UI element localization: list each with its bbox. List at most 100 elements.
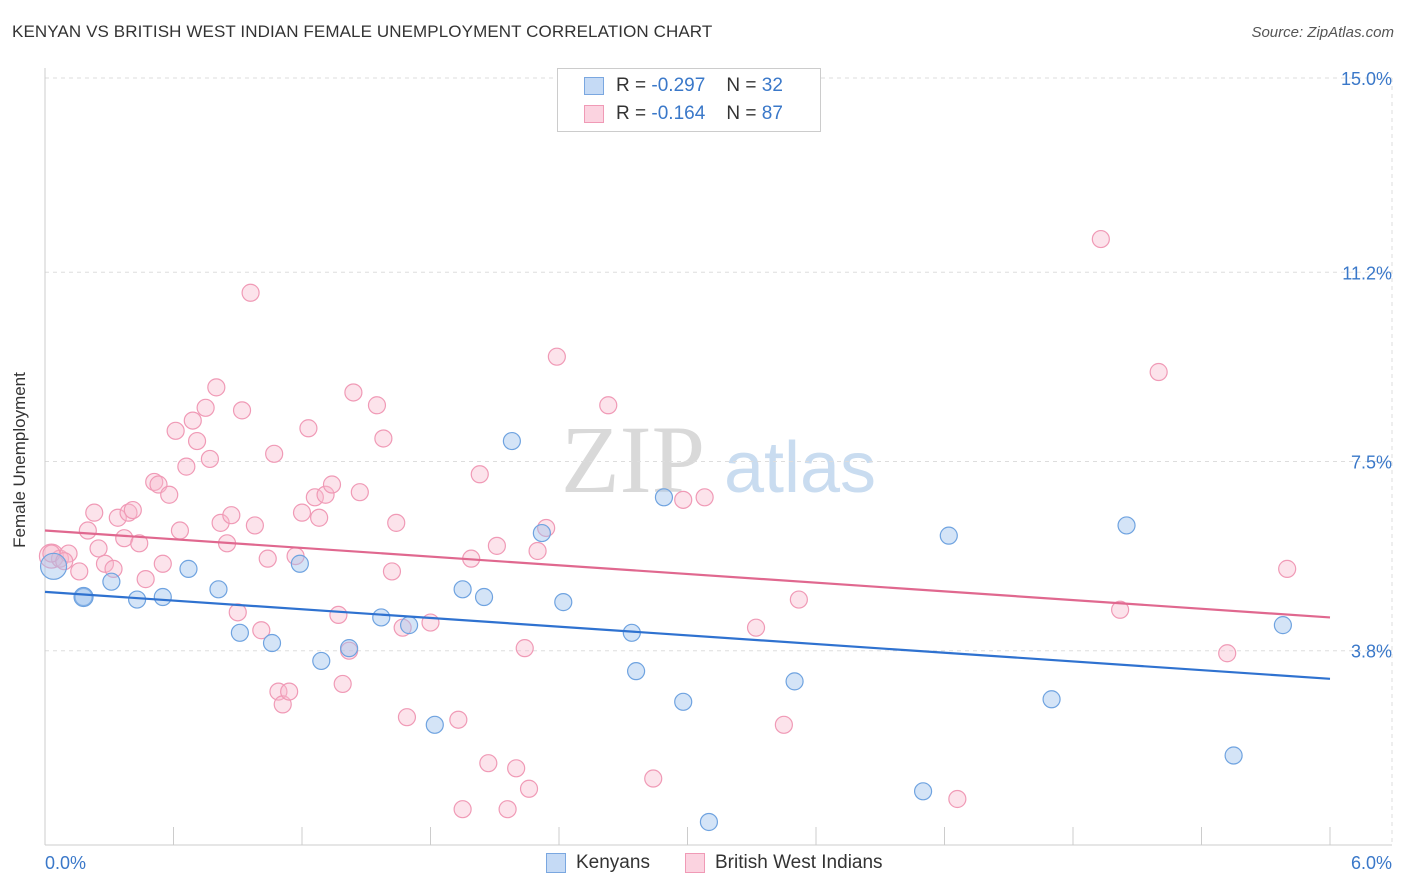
kenyans-point <box>1117 516 1136 535</box>
series-kenyans <box>39 431 1292 832</box>
bwi-point <box>453 800 472 819</box>
chart-source: Source: ZipAtlas.com <box>1251 24 1394 41</box>
bwi-point <box>222 506 241 525</box>
bwi-point <box>316 485 335 504</box>
y-tick-label: 15.0% <box>1341 69 1392 89</box>
kenyans-legend-swatch <box>546 853 566 873</box>
kenyans-point <box>372 608 391 627</box>
kenyans-point <box>502 431 521 451</box>
bwi-point <box>374 429 393 448</box>
bwi-point <box>136 570 155 589</box>
bwi-point <box>123 500 142 520</box>
bwi-point <box>196 398 215 417</box>
bwi-trend-line <box>44 529 1331 619</box>
bwi-point <box>160 485 179 504</box>
kenyans-point <box>939 526 958 545</box>
kenyans-point <box>554 593 573 612</box>
bwi-point <box>183 411 202 430</box>
kenyans-point <box>453 580 472 599</box>
trend-lines <box>44 529 1331 680</box>
bwi-point <box>487 536 506 555</box>
kenyans-point <box>73 586 94 608</box>
gridlines <box>45 77 1393 845</box>
bwi-point <box>329 605 348 625</box>
legend-label-kenyans: Kenyans <box>576 852 650 873</box>
kenyans-point <box>913 782 933 801</box>
legend-n-value: 32 <box>761 75 783 96</box>
bwi-point <box>387 513 406 532</box>
bwi-point <box>280 682 299 701</box>
bwi-point <box>498 800 517 819</box>
kenyans-point <box>290 554 309 573</box>
y-tick-label: 3.8% <box>1351 642 1392 662</box>
bwi-point <box>310 508 329 527</box>
bwi-point <box>528 541 547 561</box>
bwi-point <box>78 521 97 540</box>
bwi-point <box>85 503 104 522</box>
watermark-atlas: atlas <box>724 428 876 508</box>
bwi-point <box>305 488 324 507</box>
correlation-legend: R = -0.297 N = 32 R = -0.164 N = 87 <box>557 68 821 132</box>
bwi-point <box>948 789 967 809</box>
bwi-point <box>187 431 207 451</box>
bwi-point <box>397 708 417 727</box>
watermark: ZIP atlas <box>561 406 876 513</box>
bwi-point <box>515 639 534 658</box>
bwi-point <box>644 769 663 788</box>
kenyans-point <box>626 662 646 681</box>
bwi-point <box>170 521 190 540</box>
bwi-point <box>547 347 566 366</box>
kenyans-point <box>153 587 172 607</box>
bwi-point <box>265 444 284 463</box>
bwi-point <box>292 503 312 522</box>
legend-item-bwi: British West Indians <box>685 852 883 874</box>
y-tick-label: 7.5% <box>1351 453 1392 473</box>
bwi-point <box>449 710 468 729</box>
bwi-point <box>695 488 714 507</box>
legend-r-value: -0.164 <box>651 103 706 124</box>
kenyans-point <box>399 616 419 635</box>
kenyans-point <box>74 587 93 607</box>
bwi-point <box>1149 362 1168 382</box>
bwi-point <box>1278 559 1297 578</box>
kenyans-point <box>1273 616 1292 635</box>
kenyans-point <box>262 633 282 653</box>
legend-label-bwi: British West Indians <box>715 852 883 873</box>
kenyans-point <box>674 692 693 711</box>
chart-title: KENYAN VS BRITISH WEST INDIAN FEMALE UNE… <box>12 22 713 41</box>
kenyans-point <box>312 651 331 671</box>
bwi-point <box>519 779 539 798</box>
bwi-point <box>350 483 369 502</box>
bwi-point <box>200 449 220 469</box>
kenyans-swatch <box>584 77 604 95</box>
series-legend: Kenyans British West Indians <box>0 852 1406 878</box>
bwi-point <box>252 621 271 640</box>
bwi-point <box>507 759 526 778</box>
bwi-point <box>479 754 498 773</box>
kenyans-point <box>340 639 359 658</box>
kenyans-point <box>39 552 68 580</box>
bwi-point <box>70 562 89 581</box>
bwi-point <box>1111 600 1130 619</box>
legend-item-kenyans: Kenyans <box>546 852 650 874</box>
bwi-point <box>89 539 108 558</box>
bwi-legend-swatch <box>685 853 705 873</box>
bwi-point <box>599 396 618 415</box>
bwi-point <box>774 715 793 734</box>
x-tick-label: 0.0% <box>45 853 86 873</box>
series-british-west-indians <box>38 229 1297 819</box>
bwi-point <box>333 674 352 694</box>
kenyans-point <box>179 559 198 578</box>
bwi-point <box>245 516 264 535</box>
legend-row-kenyans: R = -0.297 N = 32 <box>584 73 783 99</box>
watermark-zip: ZIP <box>561 406 705 513</box>
kenyans-point <box>230 623 249 642</box>
bwi-point <box>1091 229 1110 249</box>
bwi-point <box>674 490 693 509</box>
legend-n-label: N = <box>726 75 757 96</box>
legend-n-label: N = <box>726 103 757 124</box>
tick-labels: 3.8% 7.5% 11.2% 15.0% 0.0% 6.0% <box>45 69 1392 873</box>
bwi-point <box>55 552 74 571</box>
bwi-point <box>153 554 172 573</box>
bwi-point <box>322 475 342 494</box>
